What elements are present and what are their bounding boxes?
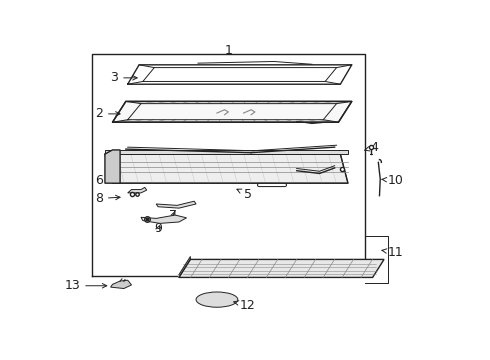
Polygon shape bbox=[113, 102, 352, 122]
Text: 3: 3 bbox=[110, 71, 137, 84]
Polygon shape bbox=[105, 150, 348, 154]
Polygon shape bbox=[141, 215, 187, 223]
Text: 5: 5 bbox=[237, 188, 251, 201]
Ellipse shape bbox=[196, 292, 238, 307]
Text: 13: 13 bbox=[65, 279, 107, 292]
Polygon shape bbox=[105, 150, 120, 183]
Text: 8: 8 bbox=[95, 192, 120, 205]
Text: 4: 4 bbox=[365, 141, 379, 154]
Text: 2: 2 bbox=[95, 107, 120, 120]
Text: 9: 9 bbox=[154, 222, 162, 235]
Polygon shape bbox=[179, 260, 384, 278]
Text: 6: 6 bbox=[95, 174, 116, 187]
Text: 10: 10 bbox=[382, 174, 404, 187]
Text: 11: 11 bbox=[382, 246, 404, 259]
Polygon shape bbox=[179, 257, 190, 278]
Polygon shape bbox=[105, 154, 348, 183]
Polygon shape bbox=[128, 187, 147, 193]
Text: 1: 1 bbox=[224, 44, 232, 57]
Polygon shape bbox=[156, 201, 196, 208]
Polygon shape bbox=[111, 280, 131, 288]
Text: 7: 7 bbox=[170, 208, 177, 221]
Text: 12: 12 bbox=[234, 299, 255, 312]
